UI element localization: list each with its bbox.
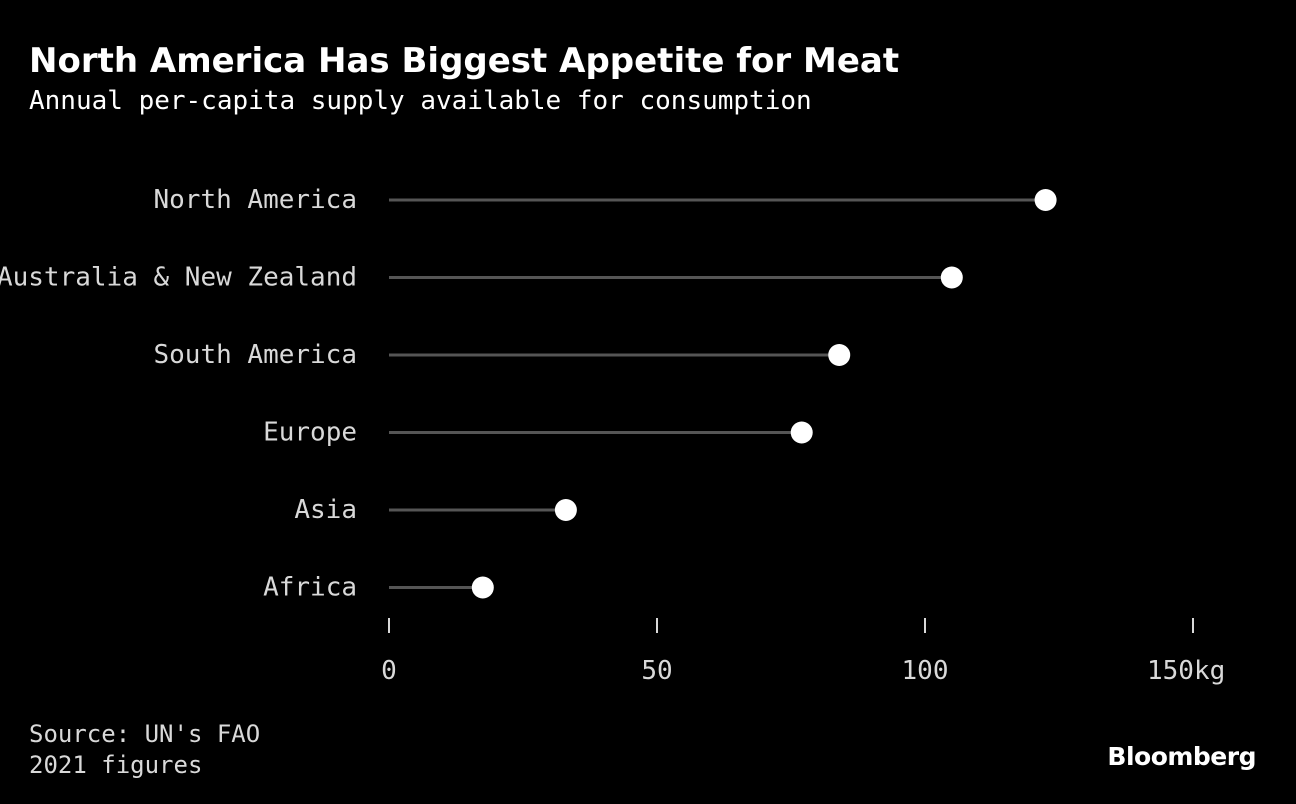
chart-subtitle: Annual per-capita supply available for c… (29, 86, 812, 116)
lollipop-dot (940, 266, 963, 289)
lollipop-row: Africa (263, 573, 494, 603)
category-label: North America (154, 185, 358, 215)
lollipop-row: North America (154, 185, 1057, 215)
lollipop-dot (828, 344, 851, 366)
x-tick-label: 0 (381, 656, 397, 686)
x-tick-label: 100 (902, 656, 949, 686)
bloomberg-logo: Bloomberg (1107, 742, 1256, 771)
x-tick-label: 150kg (1147, 656, 1225, 686)
chart-title: North America Has Biggest Appetite for M… (29, 41, 900, 81)
x-tick-label: 50 (641, 656, 672, 686)
lollipop-dot (554, 499, 577, 521)
category-label: Asia (294, 495, 357, 525)
x-axis: 0 50 100 150kg (381, 618, 1225, 686)
lollipop-chart: North America Australia & New Zealand Sout… (0, 185, 1225, 686)
lollipop-row: South America (154, 340, 851, 370)
source-text: Source: UN's FAO (29, 720, 261, 748)
category-label: Australia & New Zealand (0, 263, 357, 293)
note-text: 2021 figures (29, 751, 203, 779)
lollipop-row: Asia (294, 495, 577, 525)
lollipop-row: Europe (263, 418, 813, 448)
lollipop-row: Australia & New Zealand (0, 263, 963, 293)
category-label: South America (154, 340, 358, 370)
chart-rows: North America Australia & New Zealand Sout… (0, 185, 1057, 603)
lollipop-dot (471, 576, 494, 599)
lollipop-dot (790, 421, 813, 444)
lollipop-dot (1034, 189, 1057, 211)
category-label: Africa (263, 573, 357, 603)
category-label: Europe (263, 418, 357, 448)
